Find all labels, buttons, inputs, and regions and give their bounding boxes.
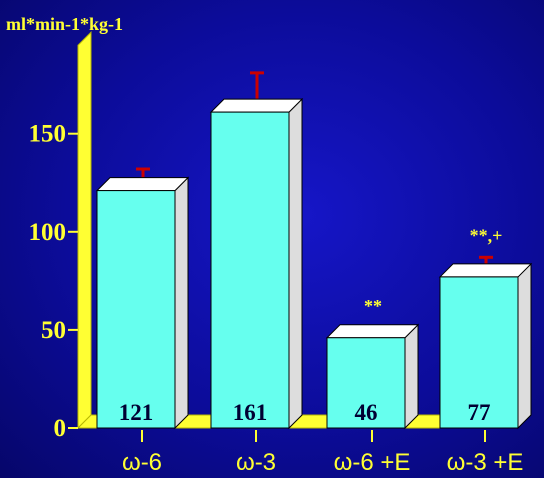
bar-group: 121: [95, 167, 190, 430]
bar: [210, 111, 290, 429]
data-label: 46: [355, 400, 378, 425]
x-tick-label: ω-3: [236, 449, 276, 476]
bar-side: [288, 97, 303, 430]
significance-label: **,+: [470, 225, 503, 245]
y-tick-label: 0: [54, 415, 67, 442]
y-tick-label: 150: [29, 121, 67, 148]
bar: [326, 337, 406, 429]
data-label: 161: [233, 400, 268, 425]
significance-label: **: [364, 296, 382, 316]
bar: [96, 190, 176, 429]
bar-side: [517, 262, 532, 430]
data-label: 121: [119, 400, 154, 425]
y-tick-label: 100: [29, 219, 67, 246]
bar-top: [95, 177, 190, 192]
x-tick-label: ω-6 +E: [334, 449, 411, 476]
bar-group: 161: [209, 71, 304, 430]
x-tick-label: ω-6: [122, 449, 162, 476]
bar-top: [209, 98, 304, 113]
bar-group: 77 **,+: [438, 225, 533, 430]
y-axis-wall: [77, 31, 92, 430]
y-axis-label: ml*min-1*kg-1: [6, 14, 123, 34]
bar-top: [438, 263, 533, 278]
bar-top: [325, 324, 420, 339]
data-label: 77: [468, 400, 491, 425]
axes: 0 50 100 150 ω-6 ω-3 ω-6 +E ω-3 +E: [29, 31, 532, 476]
bar-side: [174, 176, 189, 430]
bar-group: 46 **: [325, 296, 420, 430]
bars: 121 161 46 ** 77 **,+: [95, 71, 533, 430]
x-tick-label: ω-3 +E: [447, 449, 524, 476]
y-tick-label: 50: [41, 317, 66, 344]
bar: [439, 276, 519, 429]
bar-side: [404, 323, 419, 430]
